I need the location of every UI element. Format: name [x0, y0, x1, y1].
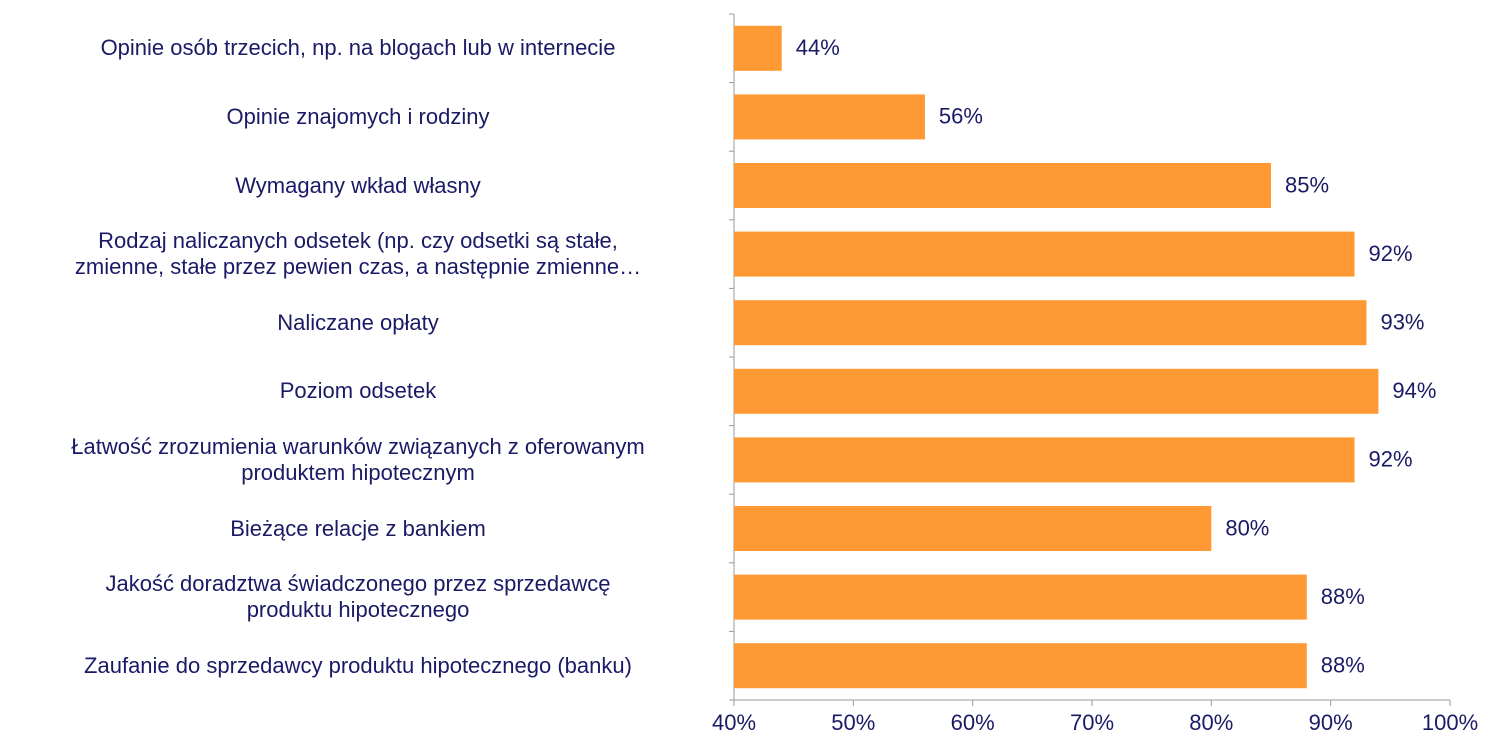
value-label: 92% [1369, 241, 1413, 266]
bar [734, 574, 1307, 620]
x-tick-label: 80% [1189, 710, 1233, 735]
category-label: Naliczane opłaty [277, 309, 439, 335]
category-label: Łatwość zrozumienia warunków związanych … [71, 433, 645, 485]
bar [734, 300, 1367, 346]
bar [734, 231, 1355, 277]
category-label: Rodzaj naliczanych odsetek (np. czy odse… [74, 228, 642, 280]
category-label: Jakość doradztwa świadczonego przez sprz… [105, 571, 611, 623]
category-label: Opinie osób trzecich, np. na blogach lub… [100, 35, 616, 61]
value-label: 88% [1321, 653, 1365, 678]
value-label: 56% [939, 104, 983, 129]
x-tick-label: 90% [1309, 710, 1353, 735]
x-tick-label: 40% [712, 710, 756, 735]
x-tick-label: 60% [951, 710, 995, 735]
category-label: Poziom odsetek [279, 378, 437, 404]
bar [734, 25, 782, 71]
category-label: Opinie znajomych i rodziny [226, 103, 490, 129]
value-label: 80% [1225, 515, 1269, 540]
value-label: 94% [1392, 378, 1436, 403]
value-label: 92% [1369, 447, 1413, 472]
bar [734, 506, 1212, 551]
bar [734, 368, 1379, 414]
value-label: 85% [1285, 172, 1329, 197]
value-label: 44% [796, 35, 840, 60]
category-label: Zaufanie do sprzedawcy produktu hipotecz… [84, 652, 632, 678]
bar [734, 643, 1307, 689]
category-label: Bieżące relacje z bankiem [230, 515, 486, 541]
bar [734, 437, 1355, 483]
x-tick-label: 100% [1422, 710, 1478, 735]
x-tick-label: 50% [831, 710, 875, 735]
category-label: Wymagany wkład własny [235, 172, 481, 198]
bar [734, 94, 925, 140]
value-label: 93% [1380, 310, 1424, 335]
x-tick-label: 70% [1070, 710, 1114, 735]
value-label: 88% [1321, 584, 1365, 609]
bar [734, 163, 1271, 208]
